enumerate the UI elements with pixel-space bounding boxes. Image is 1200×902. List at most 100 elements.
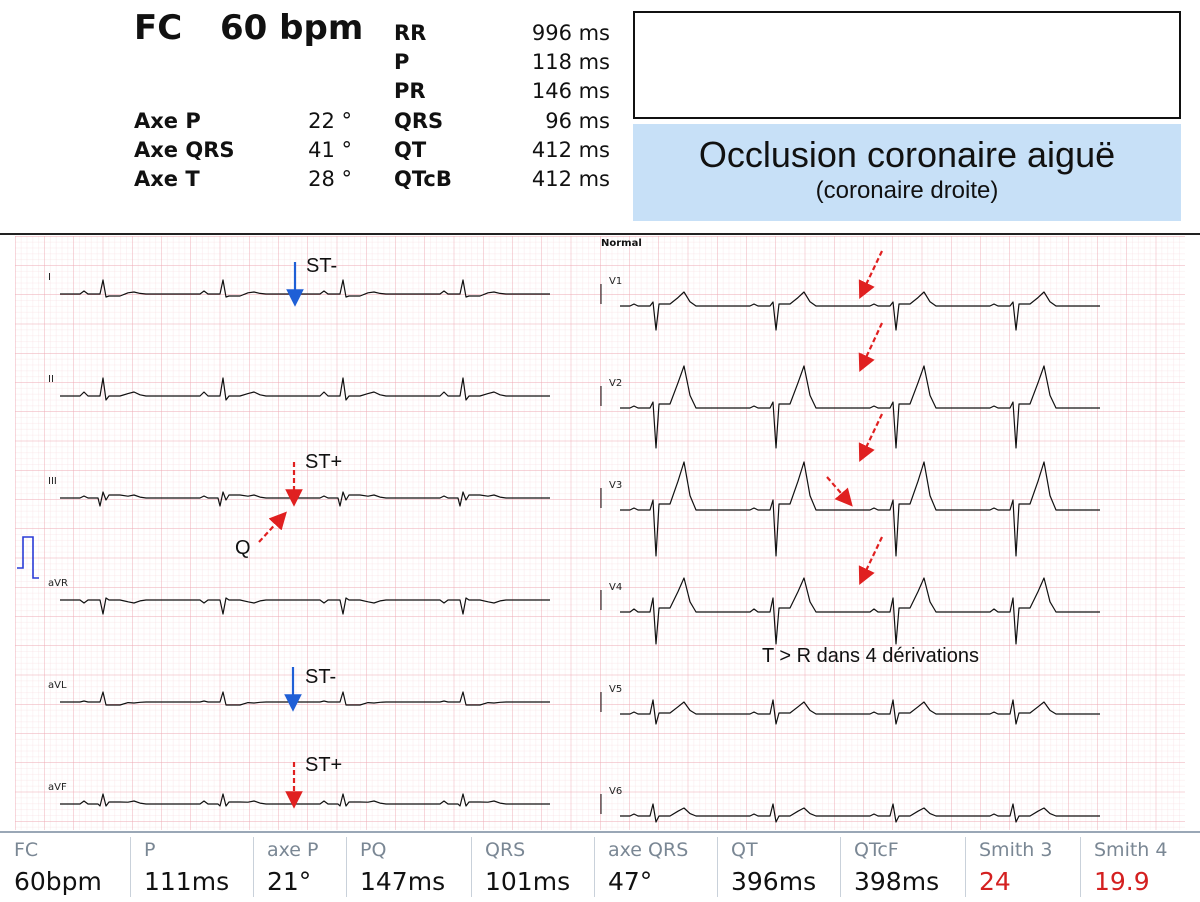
- lead-label-aVF: aVF: [48, 782, 67, 793]
- qtcb-value: 412 ms: [531, 167, 610, 191]
- footer-value: 60bpm: [14, 867, 102, 896]
- t-greater-r-note: T > R dans 4 dérivations: [762, 645, 979, 667]
- p-label: P: [394, 50, 410, 74]
- footer-label: axe P: [267, 839, 319, 861]
- qt-value: 412 ms: [531, 138, 610, 162]
- axis-qrs-value: 41 °: [308, 138, 352, 162]
- footer-separator: [346, 837, 347, 897]
- lead-label-II: II: [48, 374, 54, 385]
- axis-t-label: Axe T: [134, 167, 200, 191]
- footer-value: 147ms: [360, 867, 446, 896]
- footer-label: axe QRS: [608, 839, 689, 861]
- diagnosis-banner: Occlusion coronaire aiguë (coronaire dro…: [633, 124, 1181, 221]
- footer-separator: [130, 837, 131, 897]
- pr-label: PR: [394, 79, 426, 103]
- footer-value: 101ms: [485, 867, 571, 896]
- q-wave-label: Q: [235, 537, 251, 559]
- heart-rate-value: 60 bpm: [220, 8, 364, 48]
- arrow-V3-st: [826, 476, 853, 507]
- footer-label: QT: [731, 839, 758, 861]
- footer-separator: [594, 837, 595, 897]
- footer-label: QTcF: [854, 839, 899, 861]
- p-value: 118 ms: [531, 50, 610, 74]
- footer-label: Smith 3: [979, 839, 1053, 861]
- arrow-V1: [858, 250, 883, 299]
- heart-rate-label: FC: [134, 8, 183, 48]
- footer-cell-qt: QT 396ms: [717, 833, 840, 902]
- axis-t-value: 28 °: [308, 167, 352, 191]
- footer-value: 396ms: [731, 867, 817, 896]
- empty-notes-box: [633, 11, 1181, 119]
- lead-label-V1: V1: [609, 276, 622, 287]
- measurements-footer: FC 60bpm P 111ms axe P 21° PQ 147ms QRS 101ms axe …: [0, 831, 1200, 902]
- calibration-pulse: [17, 536, 39, 579]
- footer-separator: [965, 837, 966, 897]
- footer-value: 398ms: [854, 867, 940, 896]
- footer-separator: [253, 837, 254, 897]
- annotation-I: ST-: [306, 255, 337, 277]
- annotation-III: ST+: [305, 451, 342, 473]
- lead-label-V2: V2: [609, 378, 622, 389]
- q-wave-arrow: [258, 511, 287, 543]
- qrs-label: QRS: [394, 109, 444, 133]
- footer-value: 21°: [267, 867, 312, 896]
- lead-label-V3: V3: [609, 480, 622, 491]
- footer-cell-smith-4: Smith 4 19.9: [1080, 833, 1200, 902]
- footer-cell-axe-qrs: axe QRS 47°: [594, 833, 717, 902]
- footer-separator: [840, 837, 841, 897]
- lead-label-I: I: [48, 272, 51, 283]
- qtcb-label: QTcB: [394, 167, 452, 191]
- axis-p-label: Axe P: [134, 109, 201, 133]
- footer-value: 111ms: [144, 867, 230, 896]
- trace-V6: [620, 803, 1100, 823]
- footer-cell-axe-p: axe P 21°: [253, 833, 346, 902]
- trace-V3: [620, 461, 1100, 557]
- lead-label-V4: V4: [609, 582, 622, 593]
- lead-label-V6: V6: [609, 786, 622, 797]
- trace-II: [60, 377, 550, 401]
- lead-label-aVL: aVL: [48, 680, 67, 691]
- footer-value: 19.9: [1094, 867, 1150, 896]
- pr-value: 146 ms: [531, 79, 610, 103]
- footer-label: PQ: [360, 839, 387, 861]
- ecg-title: Normal: [601, 238, 642, 249]
- arrow-V4: [858, 536, 883, 585]
- diagnosis-title: Occlusion coronaire aiguë: [698, 134, 1116, 175]
- footer-value: 24: [979, 867, 1011, 896]
- annotation-aVL: ST-: [305, 666, 336, 688]
- footer-label: QRS: [485, 839, 526, 861]
- lead-label-aVR: aVR: [48, 578, 68, 589]
- trace-V1: [620, 291, 1100, 331]
- lead-label-III: III: [48, 476, 57, 487]
- axis-qrs-label: Axe QRS: [134, 138, 235, 162]
- qrs-value: 96 ms: [545, 109, 610, 133]
- lead-label-V5: V5: [609, 684, 622, 695]
- footer-cell-smith-3: Smith 3 24: [965, 833, 1080, 902]
- trace-V5: [620, 699, 1100, 725]
- diagnosis-subtitle: (coronaire droite): [815, 177, 999, 204]
- annotation-aVF: ST+: [305, 754, 342, 776]
- ecg-grid: [15, 236, 1185, 830]
- footer-separator: [1080, 837, 1081, 897]
- trace-V2: [620, 365, 1100, 449]
- footer-cell-fc: FC 60bpm: [0, 833, 130, 902]
- rr-label: RR: [394, 21, 427, 45]
- footer-value: 47°: [608, 867, 653, 896]
- footer-label: P: [144, 839, 156, 861]
- header-divider: [0, 233, 1200, 235]
- footer-cell-pq: PQ 147ms: [346, 833, 471, 902]
- footer-label: FC: [14, 839, 39, 861]
- footer-cell-qrs: QRS 101ms: [471, 833, 594, 902]
- rr-value: 996 ms: [531, 21, 610, 45]
- qt-label: QT: [394, 138, 427, 162]
- footer-cell-qtcf: QTcF 398ms: [840, 833, 965, 902]
- trace-V4: [620, 577, 1100, 645]
- footer-cell-p: P 111ms: [130, 833, 253, 902]
- arrow-V3: [858, 413, 883, 462]
- measurements-header: FC 60 bpm Axe P 22 ° Axe QRS 41 ° Axe T …: [0, 0, 1200, 233]
- trace-aVR: [60, 597, 550, 615]
- footer-separator: [717, 837, 718, 897]
- axis-p-value: 22 °: [308, 109, 352, 133]
- footer-label: Smith 4: [1094, 839, 1168, 861]
